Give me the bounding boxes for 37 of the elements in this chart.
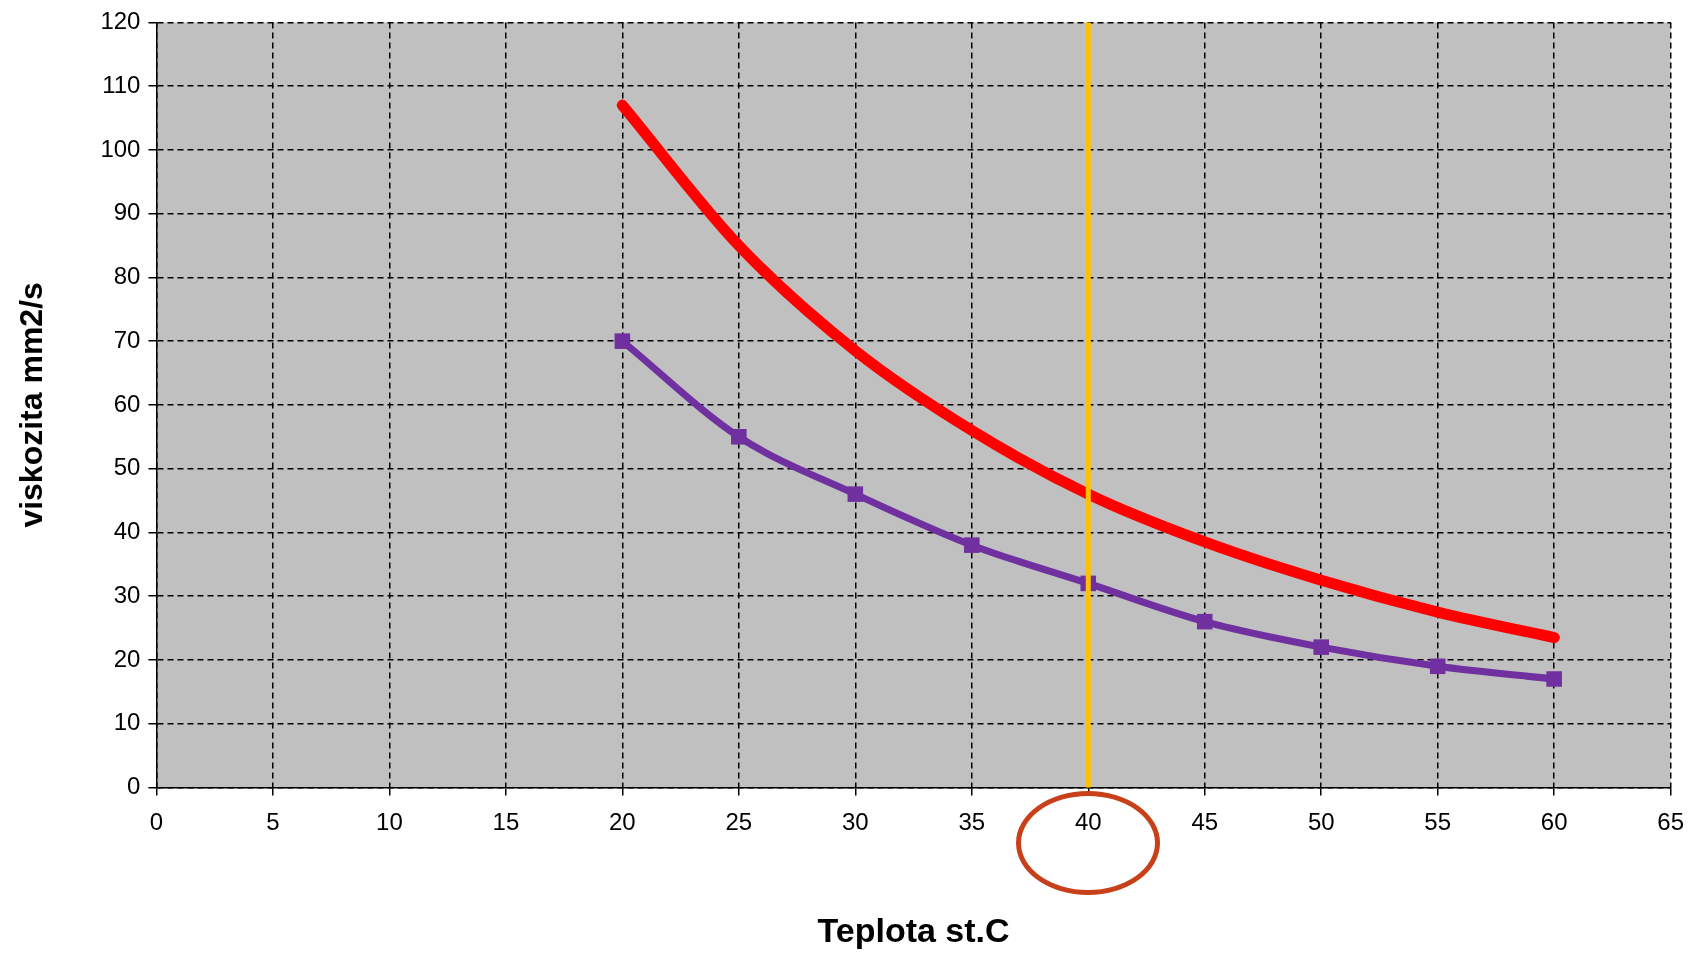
x-tick-label: 15 <box>492 808 520 836</box>
x-axis-title: Teplota st.C <box>817 910 1010 949</box>
x-tick-label: 60 <box>1540 808 1568 836</box>
y-tick-label: 60 <box>113 389 141 417</box>
x-tick-label: 35 <box>958 808 986 836</box>
point <box>731 429 747 445</box>
y-tick-label: 110 <box>102 70 141 98</box>
y-tick-label: 20 <box>113 644 141 672</box>
y-tick-label: 30 <box>113 580 141 608</box>
y-tick-label: 100 <box>100 134 141 162</box>
y-axis-title: viskozita mm2/s <box>13 282 50 528</box>
point <box>1546 671 1562 687</box>
x-tick-label: 25 <box>725 808 753 836</box>
y-tick-label: 0 <box>127 772 141 800</box>
y-tick-label: 80 <box>113 262 141 290</box>
x-tick-label: 65 <box>1657 808 1684 836</box>
point <box>847 486 864 502</box>
x-tick-label: 55 <box>1424 808 1452 836</box>
x-tick-label: 10 <box>376 808 403 836</box>
x-tick-label: 0 <box>149 808 164 836</box>
y-tick-label: 70 <box>113 325 141 353</box>
x-tick-label: 40 <box>1074 808 1102 836</box>
y-tick-label: 10 <box>113 708 141 736</box>
y-tick-label: 50 <box>113 453 141 481</box>
y-tick-label: 40 <box>113 517 141 545</box>
y-tick-label: 90 <box>113 198 141 226</box>
point <box>1429 658 1446 675</box>
x-tick-label: 50 <box>1307 808 1335 836</box>
point <box>614 333 631 349</box>
x-tick-label: 45 <box>1191 808 1219 836</box>
point <box>1313 639 1329 655</box>
x-tick-label: 5 <box>266 808 280 836</box>
x-tick-label: 30 <box>841 808 869 836</box>
y-tick-label: 120 <box>100 7 141 35</box>
point <box>964 537 980 553</box>
point <box>1196 613 1213 630</box>
x-tick-label: 20 <box>609 808 636 836</box>
